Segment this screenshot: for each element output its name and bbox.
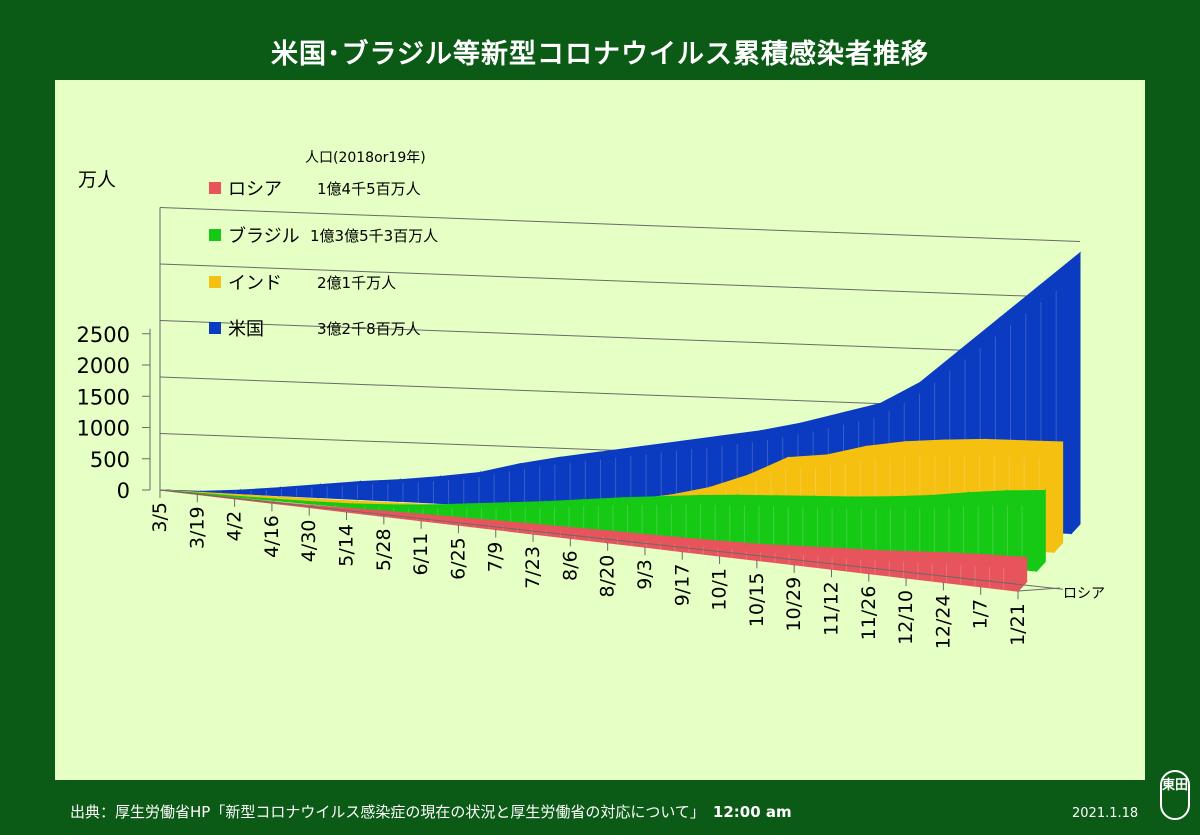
legend-header: 人口(2018or19年) <box>305 150 426 166</box>
data-top-face <box>357 479 401 486</box>
x-tick-label: 9/3 <box>634 559 656 590</box>
y-tick-label: 500 <box>90 448 130 472</box>
x-tick-label: 8/20 <box>597 555 619 598</box>
data-top-face <box>198 489 242 493</box>
x-tick-label: 6/25 <box>447 537 469 580</box>
data-top-face <box>425 503 469 509</box>
legend-population: 1億3億5千3百万人 <box>310 227 438 245</box>
x-tick-label: 11/26 <box>858 586 880 641</box>
data-segment <box>397 480 438 504</box>
gridline <box>159 263 1081 299</box>
data-top-face <box>793 545 840 558</box>
legend-label: ロシア <box>228 179 282 200</box>
x-tick-label: 5/14 <box>336 524 358 567</box>
x-tick-label: 4/2 <box>224 511 246 542</box>
data-top-face <box>387 504 431 509</box>
chart-title: 米国･ブラジル等新型コロナウイルス累積感染者推移 <box>271 39 929 70</box>
y-tick-label: 2500 <box>77 323 130 347</box>
y-tick-label: 2000 <box>77 354 130 378</box>
legend-population: 3億2千8百万人 <box>317 320 421 338</box>
y-tick-label: 1500 <box>77 385 130 409</box>
legend-swatch <box>209 322 221 334</box>
x-tick-label: 5/28 <box>373 528 395 571</box>
data-segment <box>616 504 656 537</box>
depth-axis-line <box>1017 587 1061 592</box>
x-tick-label: 10/15 <box>746 572 768 627</box>
footer-source-text: 出典：厚生労働省HP「新型コロナウイルス感染症の現在の状況と厚生労働省の対応につ… <box>70 803 705 821</box>
x-tick-label: 9/17 <box>671 564 693 607</box>
data-slab <box>1036 488 1046 573</box>
legend-population: 1億4千5百万人 <box>317 180 421 198</box>
data-top-face <box>807 495 854 509</box>
data-segment <box>731 504 771 547</box>
gridline <box>159 207 1081 243</box>
data-top-face <box>502 501 546 509</box>
legend-swatch <box>209 182 221 194</box>
data-top-face <box>845 496 893 510</box>
x-tick-label: 8/6 <box>559 550 581 581</box>
x-tick-label: 4/16 <box>261 515 283 558</box>
data-slab <box>1070 252 1081 535</box>
x-tick-label: 6/11 <box>410 533 432 576</box>
x-tick-label: 12/24 <box>932 594 954 649</box>
y-tick-label: 0 <box>117 479 130 503</box>
data-segment <box>807 506 847 555</box>
data-top-face <box>730 494 777 507</box>
x-tick-label: 1/21 <box>1007 603 1029 646</box>
legend-swatch <box>209 276 221 288</box>
x-tick-label: 10/29 <box>783 577 805 632</box>
x-tick-label: 11/12 <box>820 581 842 636</box>
x-tick-label: 7/9 <box>485 542 507 573</box>
x-tick-label: 7/23 <box>522 546 544 589</box>
series-1-layer <box>159 489 1028 593</box>
legend-label: インド <box>228 273 282 294</box>
x-tick-label: 10/1 <box>709 568 731 611</box>
depth-axis-label: ロシア <box>1063 586 1105 602</box>
legend-label: ブラジル <box>228 225 300 247</box>
data-top-face <box>463 502 508 509</box>
data-top-face <box>654 494 700 506</box>
x-axis-line <box>159 489 1064 590</box>
author-seal: 東田 <box>1160 770 1190 820</box>
x-tick-label: 3/19 <box>186 506 208 549</box>
gridline <box>159 320 1081 356</box>
data-segment <box>693 503 733 544</box>
y-axis-label: 万人 <box>78 169 116 191</box>
data-segment <box>436 477 478 506</box>
data-segment <box>980 565 1019 592</box>
legend-population: 2億1千万人 <box>317 274 396 292</box>
data-top-face <box>616 496 662 506</box>
data-segment <box>769 505 809 551</box>
x-tick-label: 1/7 <box>970 599 992 630</box>
footer-time: 12:00 am <box>712 803 792 821</box>
data-top-face <box>768 495 816 508</box>
footer-source: 出典：厚生労働省HP「新型コロナウイルス感染症の現在の状況と厚生労働省の対応につ… <box>70 801 792 822</box>
legend-swatch <box>209 229 221 241</box>
x-tick-label: 4/30 <box>298 520 320 563</box>
data-slab <box>1053 441 1064 554</box>
data-segment <box>654 503 695 540</box>
y-tick-label: 1000 <box>77 417 130 441</box>
legend-label: 米国 <box>228 319 264 340</box>
data-segment <box>357 482 399 502</box>
footer-date: 2021.1.18 <box>1072 806 1139 821</box>
x-tick-label: 12/10 <box>895 590 917 645</box>
x-tick-label: 3/5 <box>149 502 171 533</box>
data-top-face <box>692 494 739 506</box>
